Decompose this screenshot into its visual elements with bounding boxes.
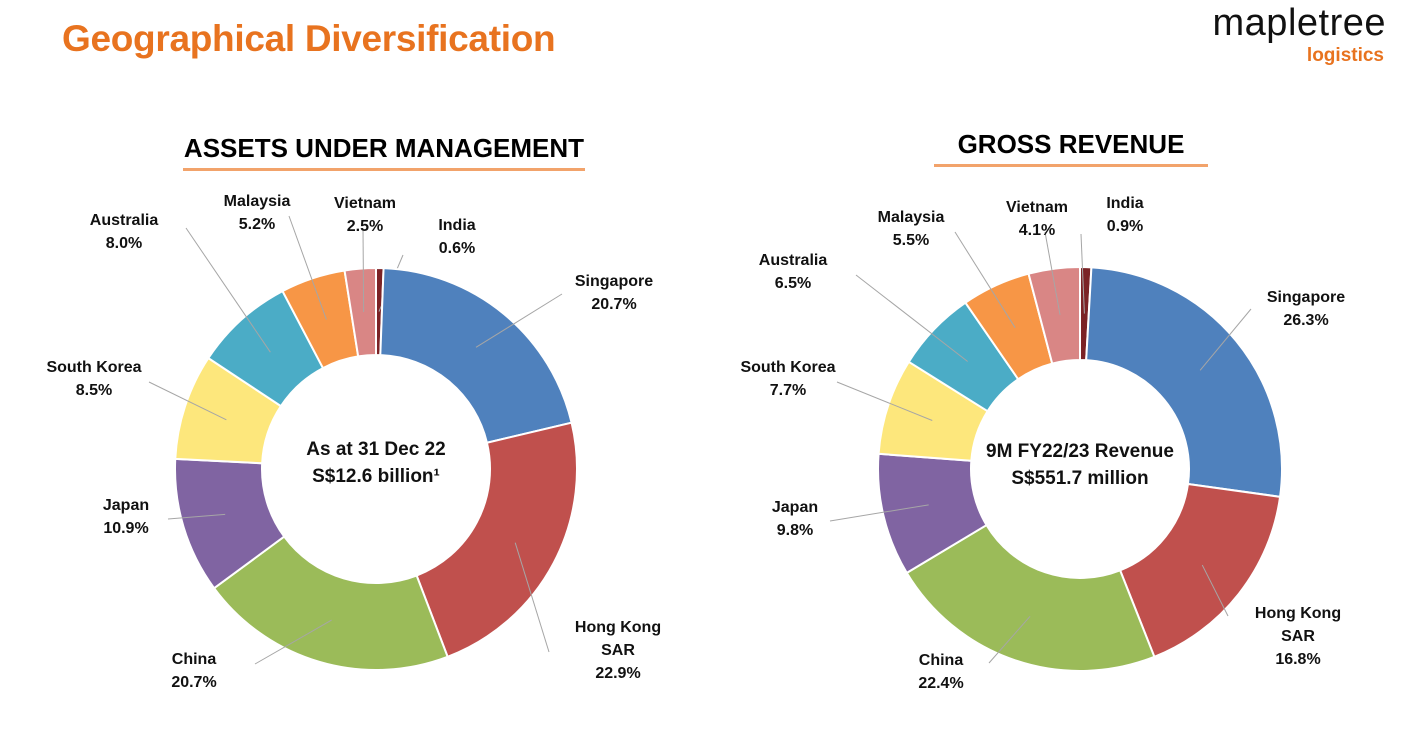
revenue-label-singapore: Singapore 26.3% <box>1267 289 1345 329</box>
revenue-segment-singapore <box>1085 266 1283 498</box>
revenue-leader-line-south-korea <box>836 381 933 421</box>
revenue-leader-line-india <box>1080 233 1085 314</box>
aum-label-japan: Japan 10.9% <box>103 497 149 537</box>
revenue-center-text-2: S$551.7 million <box>1011 468 1148 489</box>
aum-donut-chart: India 0.6% Singapore 20.7% Hong Kong SAR 22.9%… <box>46 193 661 691</box>
revenue-segment-vietnam <box>1027 265 1081 365</box>
revenue-chart-title-text: GROSS REVENUE <box>957 129 1185 159</box>
aum-leader-line-vietnam <box>362 227 365 312</box>
aum-segment-singapore <box>379 267 573 444</box>
revenue-leader-line-singapore <box>1199 308 1252 371</box>
revenue-leader-line-china <box>988 615 1031 664</box>
aum-leader-line-south-korea <box>148 381 227 421</box>
revenue-label-south-korea: South Korea 7.7% <box>740 359 835 399</box>
aum-leader-line-singapore <box>475 293 563 348</box>
revenue-leader-line-australia <box>855 274 968 362</box>
page-title: Geographical Diversification <box>62 18 556 59</box>
revenue-leader-line-hong-kong-sar <box>1201 564 1229 617</box>
aum-label-china: China 20.7% <box>171 651 216 691</box>
aum-center-text-1: As at 31 Dec 22 <box>306 439 445 460</box>
revenue-label-australia: Australia 6.5% <box>759 252 828 292</box>
aum-label-india: India 0.6% <box>438 217 475 257</box>
aum-segment-vietnam <box>343 266 377 358</box>
revenue-title-underline <box>934 164 1208 167</box>
aum-chart-title-text: ASSETS UNDER MANAGEMENT <box>183 133 585 163</box>
revenue-label-hong-kong-sar: Hong Kong SAR 16.8% <box>1255 605 1341 668</box>
revenue-leader-line-japan <box>829 504 929 522</box>
aum-chart-title: ASSETS UNDER MANAGEMENT <box>183 133 585 171</box>
aum-title-underline <box>183 168 585 171</box>
aum-center-text-2: S$12.6 billion¹ <box>312 466 440 487</box>
revenue-leader-line-malaysia <box>954 231 1016 328</box>
aum-label-australia: Australia 8.0% <box>90 212 159 252</box>
revenue-leader-line-vietnam <box>1044 231 1061 315</box>
aum-leader-line-australia <box>185 227 271 353</box>
revenue-segment-china <box>905 523 1156 672</box>
revenue-label-china: China 22.4% <box>918 652 963 692</box>
revenue-label-japan: Japan 9.8% <box>772 499 818 539</box>
aum-label-vietnam: Vietnam 2.5% <box>334 195 396 235</box>
revenue-center-text-1: 9M FY22/23 Revenue <box>986 441 1174 462</box>
revenue-donut-chart: India 0.9% Singapore 26.3% Hong Kong SAR 16.8%… <box>740 195 1345 692</box>
aum-segment-hong-kong-sar <box>415 421 578 659</box>
revenue-label-india: India 0.9% <box>1106 195 1143 235</box>
mapletree-logo: mapletree logistics <box>1180 0 1400 70</box>
revenue-segment-hong-kong-sar <box>1118 482 1282 659</box>
aum-label-south-korea: South Korea 8.5% <box>46 359 141 399</box>
aum-label-singapore: Singapore 20.7% <box>575 273 653 313</box>
revenue-label-malaysia: Malaysia 5.5% <box>878 209 945 249</box>
logo-wordmark: mapletree <box>1212 2 1386 44</box>
revenue-chart-title: GROSS REVENUE <box>934 129 1208 167</box>
revenue-label-vietnam: Vietnam 4.1% <box>1006 199 1068 239</box>
aum-segment-china <box>212 535 449 671</box>
logo-subtitle: logistics <box>1306 45 1384 66</box>
aum-label-hong-kong-sar: Hong Kong SAR 22.9% <box>575 619 661 682</box>
aum-leader-line-hong-kong-sar <box>514 542 550 653</box>
aum-leader-line-japan <box>167 513 226 520</box>
aum-label-malaysia: Malaysia 5.2% <box>224 193 291 233</box>
aum-leader-line-malaysia <box>288 215 327 320</box>
aum-leader-line-china <box>254 619 332 665</box>
